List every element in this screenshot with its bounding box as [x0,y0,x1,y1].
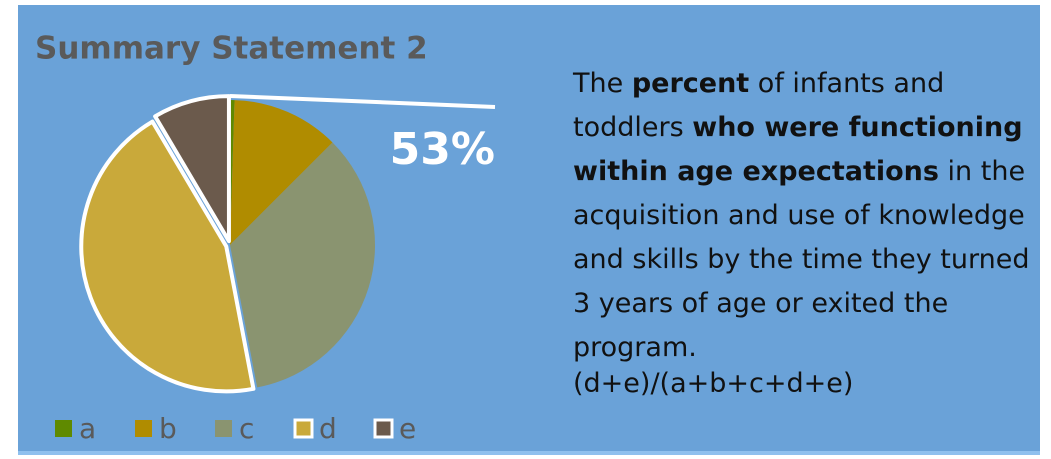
annotation: 53% [390,124,495,175]
formula: (d+e)/(a+b+c+d+e) [573,368,854,399]
legend-swatch [373,418,394,439]
legend-label: b [159,412,177,445]
legend-label: d [319,412,337,445]
leader-line [229,94,496,109]
legend-label: c [239,412,254,445]
pie-slice [230,142,375,388]
bold-text: who were functioning within age expectat… [573,112,1023,187]
text: The [573,68,632,99]
legend-label: e [399,412,416,445]
text: of infants and toddlers [573,68,945,143]
legend-swatch [215,420,232,437]
pie-slice [230,100,333,245]
chart-title: Summary Statement 2 [35,31,428,67]
legend-label: a [79,412,96,445]
bold-text: percent [631,68,750,99]
pie-slice [79,119,256,394]
description: The percent of infants and toddlers who … [573,62,1043,370]
text: in the acquisition and use of knowledge … [573,156,1030,363]
legend-swatch [293,418,314,439]
pie-slice [153,94,231,244]
pie-slice [230,100,235,245]
legend-swatch [55,420,72,437]
legend-swatch [135,420,152,437]
